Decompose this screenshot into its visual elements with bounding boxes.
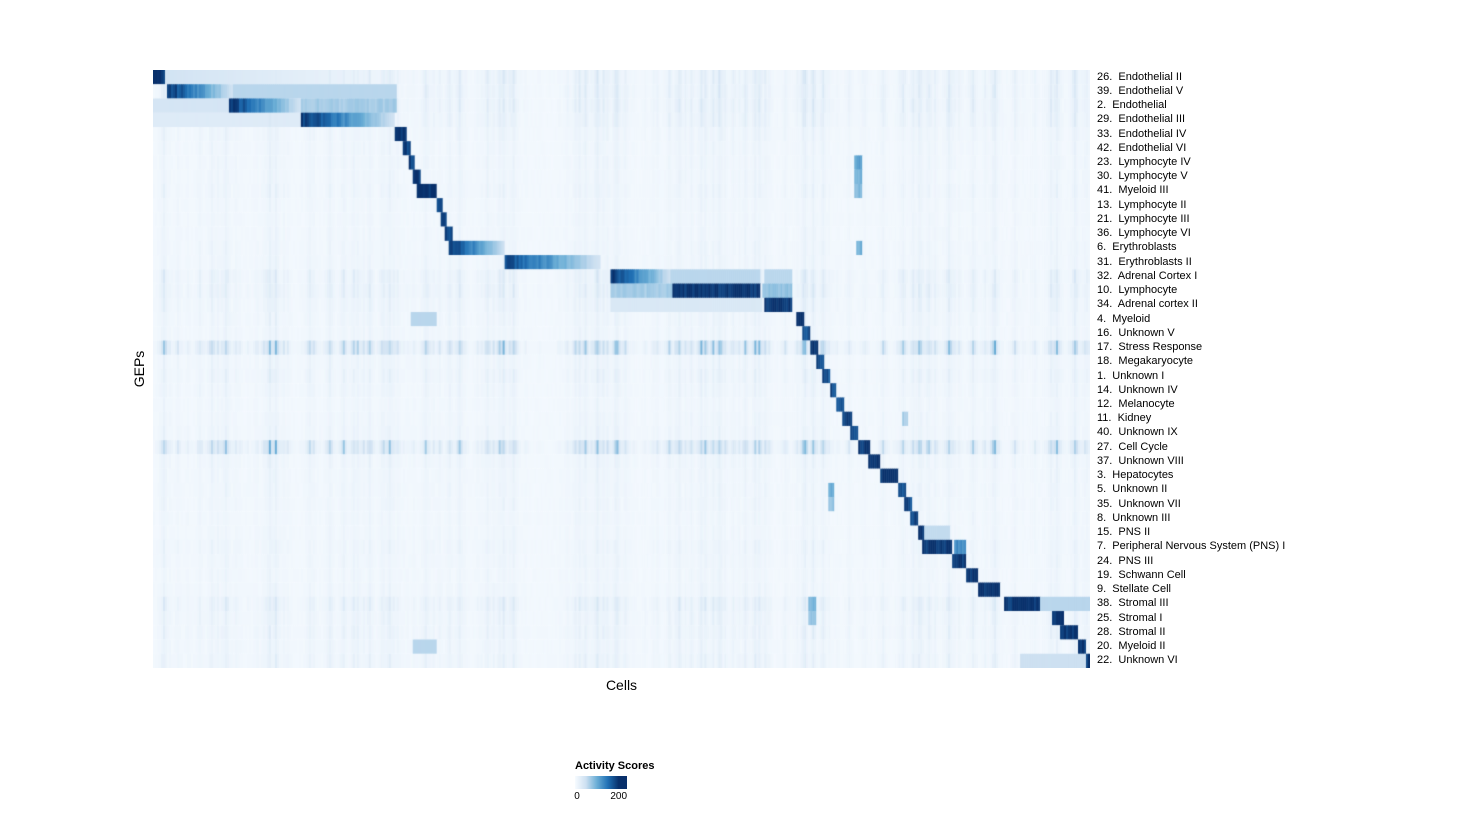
gep-row-label: 33. Endothelial IV [1097, 127, 1187, 140]
gep-row-label: 34. Adrenal cortex II [1097, 298, 1198, 311]
gep-row-label: 11. Kidney [1097, 412, 1152, 425]
gep-row-label: 39. Endothelial V [1097, 84, 1184, 97]
gep-row-labels: 26. Endothelial II 39. Endothelial V 2. En… [1097, 70, 1452, 668]
gep-row-label: 27. Cell Cycle [1097, 440, 1168, 453]
gep-row-label: 12. Melanocyte [1097, 398, 1175, 410]
gep-row-label: 40. Unknown IX [1097, 426, 1178, 439]
gep-row-label: 23. Lymphocyte IV [1097, 156, 1191, 169]
gep-row-label: 10. Lymphocyte [1097, 284, 1178, 297]
legend-tick-max: 200 [610, 791, 628, 802]
gep-row-label: 2. Endothelial [1097, 99, 1167, 112]
legend-gradient-bar [575, 776, 627, 789]
gep-row-label: 7. Peripheral Nervous System (PNS) I [1097, 540, 1286, 553]
gep-row-label: 6. Erythroblasts [1097, 241, 1177, 254]
gep-row-label: 29. Endothelial III [1097, 113, 1186, 126]
gep-row-label: 3. Hepatocytes [1097, 469, 1174, 482]
gep-row-label: 21. Lymphocyte III [1097, 212, 1190, 225]
gep-row-label: 30. Lymphocyte V [1097, 170, 1188, 183]
gep-row-label: 18. Megakaryocyte [1097, 355, 1193, 368]
gep-row-label: 19. Schwann Cell [1097, 568, 1186, 581]
gep-row-label: 20. Myeloid II [1097, 639, 1166, 652]
gep-row-label: 5. Unknown II [1097, 483, 1168, 496]
gep-row-label: 1. Unknown I [1097, 369, 1165, 382]
legend-tick-min: 0 [574, 791, 580, 802]
gep-row-label: 8. Unknown III [1097, 511, 1171, 524]
gep-row-label: 15. PNS II [1097, 526, 1151, 539]
gep-row-label: 4. Myeloid [1097, 312, 1151, 325]
gep-row-label: 36. Lymphocyte VI [1097, 227, 1191, 240]
legend: Activity Scores 0 200 [574, 760, 695, 805]
legend-ticks: 0 200 [574, 791, 628, 805]
heatmap-canvas [153, 70, 1090, 668]
gep-row-label: 14. Unknown IV [1097, 383, 1178, 396]
gep-row-label: 13. Lymphocyte II [1097, 198, 1187, 211]
gep-row-label: 26. Endothelial II [1097, 70, 1183, 83]
gep-row-label: 41. Myeloid III [1097, 184, 1169, 197]
gep-row-label: 38. Stromal III [1097, 597, 1169, 610]
gep-row-label: 25. Stromal I [1097, 611, 1163, 624]
gep-row-label: 37. Unknown VIII [1097, 454, 1184, 467]
gep-row-label: 22. Unknown VI [1097, 654, 1178, 667]
gep-row-label: 31. Erythroblasts II [1097, 255, 1192, 268]
gep-row-label: 9. Stellate Cell [1097, 583, 1171, 596]
gep-row-label: 32. Adrenal Cortex I [1097, 269, 1198, 282]
gep-row-label: 28. Stromal II [1097, 625, 1166, 638]
gep-row-label: 42. Endothelial VI [1097, 141, 1187, 154]
gep-row-label: 35. Unknown VII [1097, 497, 1181, 510]
gep-row-label: 17. Stress Response [1097, 341, 1203, 354]
y-axis-label: GEPs [131, 350, 147, 388]
gep-row-label: 24. PNS III [1097, 554, 1154, 567]
legend-title: Activity Scores [575, 760, 655, 772]
x-axis-label: Cells [605, 677, 638, 693]
gep-row-label: 16. Unknown V [1097, 326, 1175, 339]
